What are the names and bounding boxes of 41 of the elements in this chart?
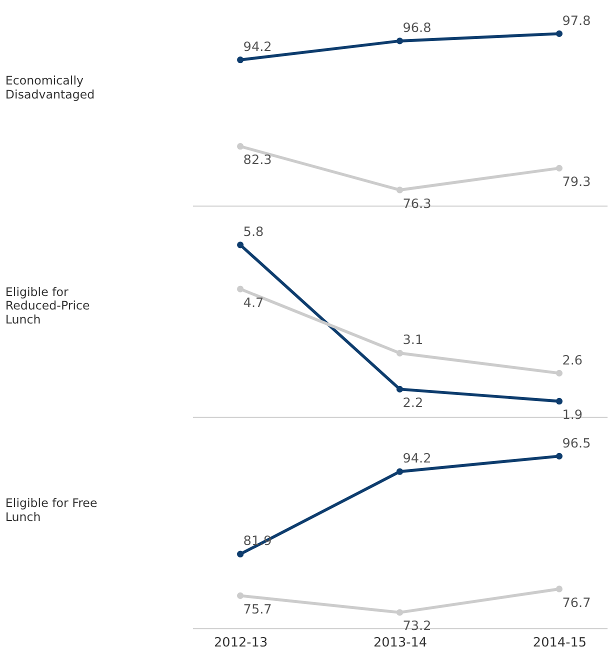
point [556, 164, 563, 172]
data-label: 1.9 [562, 408, 583, 423]
data-label: 94.2 [243, 40, 272, 55]
data-label: 82.3 [243, 153, 272, 168]
point [556, 370, 563, 376]
data-label: 96.5 [562, 436, 591, 452]
point [396, 186, 404, 194]
data-label: 4.7 [243, 296, 264, 311]
y-axis-title: Eligible for Reduced-Price Lunch [5, 284, 90, 327]
data-label: 5.8 [243, 225, 264, 240]
data-label: 76.3 [402, 196, 432, 212]
point [556, 398, 563, 405]
data-label: 79.3 [562, 174, 591, 190]
point [396, 386, 404, 393]
data-label: 75.7 [243, 602, 272, 618]
data-label: 73.2 [402, 619, 432, 634]
point [556, 452, 563, 460]
point [237, 143, 244, 150]
data-label: 76.7 [562, 596, 591, 611]
point [556, 30, 563, 37]
point [396, 38, 404, 44]
point [237, 56, 244, 64]
point [237, 286, 244, 292]
point [556, 586, 563, 592]
x-tick-label: 2014-15 [532, 635, 587, 650]
data-label: 2.2 [402, 396, 424, 411]
x-tick-label: 2012-13 [214, 635, 268, 650]
point [396, 468, 404, 475]
point [237, 242, 244, 248]
data-label: 3.1 [402, 333, 424, 348]
point [237, 550, 244, 558]
y-axis-title: Economically Disadvantaged [5, 74, 95, 102]
y-axis-title: Eligible for Free Lunch [5, 496, 98, 524]
point [237, 592, 244, 599]
data-label: 97.8 [562, 14, 591, 29]
point [396, 350, 404, 356]
data-label: 94.2 [402, 452, 432, 467]
data-label: 2.6 [562, 353, 583, 368]
data-label: 96.8 [402, 21, 432, 36]
x-tick-label: 2013-14 [373, 635, 428, 650]
point [396, 609, 404, 616]
